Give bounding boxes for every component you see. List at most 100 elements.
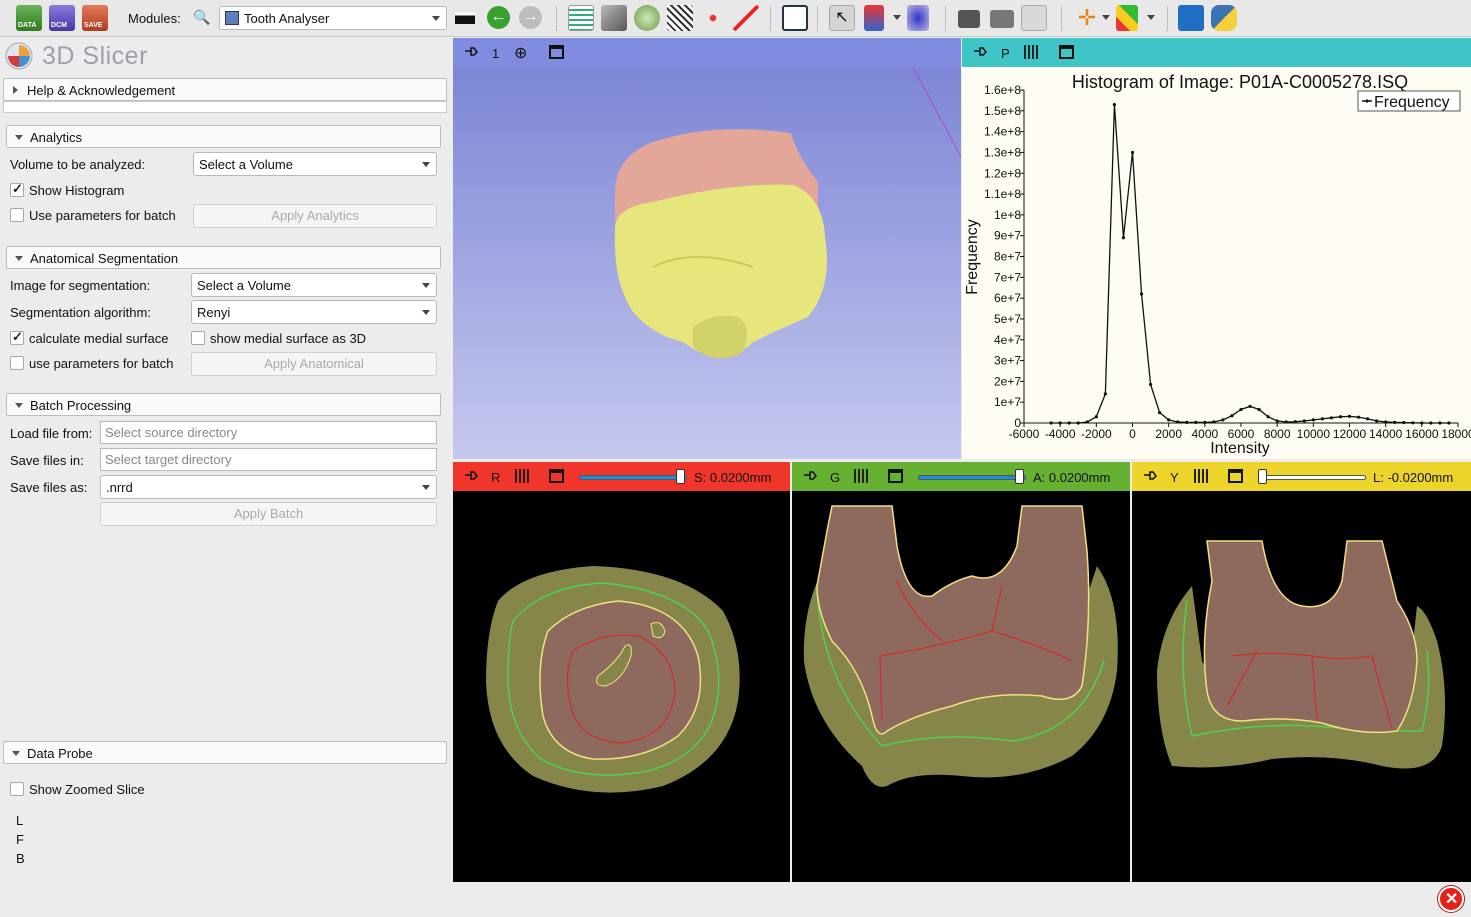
- pin-icon[interactable]: [465, 471, 479, 480]
- pointer-icon[interactable]: ↖: [829, 5, 855, 31]
- pin-icon[interactable]: [804, 471, 818, 480]
- red-offset-slider[interactable]: [579, 475, 687, 480]
- slice-intersection-icon[interactable]: [1116, 5, 1138, 31]
- link-view-icon[interactable]: [1024, 45, 1038, 59]
- analytics-batch-checkbox[interactable]: [10, 208, 24, 222]
- module-selector[interactable]: Tooth Analyser: [219, 6, 447, 30]
- segmentation-algorithm-select[interactable]: Renyi: [191, 300, 437, 324]
- models-module-icon[interactable]: [634, 5, 660, 31]
- extensions-manager-icon[interactable]: [1178, 5, 1204, 31]
- medial-3d-checkbox[interactable]: [191, 331, 205, 345]
- maximize-view-icon[interactable]: [888, 469, 903, 483]
- screenshot-icon[interactable]: [958, 10, 980, 28]
- x-axis-label: Intensity: [1210, 440, 1270, 457]
- close-icon[interactable]: [1438, 886, 1464, 912]
- x-tick-label: 12000: [1333, 427, 1367, 441]
- y-tick-label: 4e+7: [994, 333, 1021, 347]
- threed-view-bar: 1 ⊕: [453, 38, 961, 67]
- back-arrow-icon[interactable]: ←: [487, 6, 510, 29]
- volumes-module-icon[interactable]: [601, 5, 627, 31]
- load-data-button[interactable]: DATA: [16, 5, 42, 31]
- pin-icon[interactable]: [974, 47, 988, 56]
- green-offset-slider-handle[interactable]: [1015, 469, 1025, 484]
- y-axis-label: Frequency: [964, 219, 981, 295]
- green-slice-image[interactable]: [792, 491, 1130, 882]
- yellow-slice-image[interactable]: [1132, 491, 1471, 882]
- yellow-offset-value: L: -0.0200mm: [1373, 470, 1454, 485]
- apply-analytics-button[interactable]: Apply Analytics: [193, 204, 437, 228]
- help-section-header[interactable]: Help & Acknowledgement: [3, 78, 447, 101]
- segment-editor-icon[interactable]: [733, 5, 759, 31]
- module-history-button[interactable]: [455, 12, 475, 24]
- slicer-logo-icon: [5, 42, 33, 70]
- red-slice-image[interactable]: [453, 491, 790, 882]
- target-directory-input[interactable]: [101, 449, 436, 470]
- plot-view[interactable]: P Histogram of Image: P01A-C0005278.ISQ …: [962, 38, 1471, 459]
- view-zoom-icon[interactable]: [1021, 5, 1047, 31]
- target-directory-field[interactable]: [100, 448, 437, 471]
- yellow-offset-slider[interactable]: [1258, 475, 1366, 480]
- maximize-view-icon[interactable]: [549, 469, 564, 483]
- link-view-icon[interactable]: [515, 469, 529, 483]
- save-button[interactable]: SAVE: [82, 5, 108, 31]
- show-histogram-checkbox[interactable]: [10, 181, 24, 197]
- y-tick-label: 1.5e+8: [984, 104, 1021, 118]
- anatomical-section-header[interactable]: Anatomical Segmentation: [6, 246, 441, 269]
- threed-view[interactable]: 1 ⊕: [453, 38, 961, 459]
- y-tick-label: 1.2e+8: [984, 166, 1021, 180]
- green-slice-view[interactable]: G A: 0.0200mm: [792, 462, 1130, 882]
- link-view-icon[interactable]: [1194, 469, 1208, 483]
- frequency-point: [1203, 420, 1207, 424]
- link-view-icon[interactable]: [854, 469, 868, 483]
- data-module-icon[interactable]: [568, 5, 594, 31]
- volume-analyze-select[interactable]: Select a Volume: [193, 152, 437, 176]
- place-fiducial-icon[interactable]: [864, 5, 884, 31]
- python-console-icon[interactable]: [1211, 5, 1237, 31]
- transforms-module-icon[interactable]: [667, 5, 693, 31]
- data-probe-header[interactable]: Data Probe: [3, 741, 447, 764]
- pin-icon[interactable]: [1144, 471, 1158, 480]
- chart-series: [1049, 102, 1451, 425]
- frequency-point: [1420, 421, 1424, 425]
- chevron-down-icon[interactable]: [893, 15, 901, 20]
- batch-section-header[interactable]: Batch Processing: [6, 393, 441, 416]
- maximize-view-icon[interactable]: [1228, 469, 1243, 483]
- maximize-view-icon[interactable]: [549, 45, 564, 59]
- tooth-3d-model: [614, 67, 961, 359]
- forward-arrow-icon[interactable]: →: [519, 6, 542, 29]
- chevron-down-icon[interactable]: [1147, 15, 1155, 20]
- yellow-offset-slider-handle[interactable]: [1258, 469, 1267, 484]
- center-view-icon[interactable]: ⊕: [514, 45, 528, 62]
- module-search-icon[interactable]: 🔍: [193, 9, 211, 25]
- green-offset-slider[interactable]: [918, 475, 1026, 480]
- maximize-view-icon[interactable]: [1059, 45, 1074, 59]
- chevron-down-icon[interactable]: [1102, 15, 1110, 20]
- anatomical-batch-checkbox[interactable]: [10, 356, 24, 370]
- frequency-point: [1130, 150, 1135, 155]
- red-offset-slider-handle[interactable]: [676, 469, 686, 484]
- pin-icon[interactable]: [465, 47, 479, 56]
- yellow-slice-view[interactable]: Y L: -0.0200mm: [1132, 462, 1471, 882]
- medial-surface-checkbox[interactable]: [10, 329, 24, 345]
- analytics-section-header[interactable]: Analytics: [6, 125, 441, 148]
- load-dicom-button[interactable]: DCM: [49, 5, 75, 31]
- frequency-point: [1438, 421, 1442, 425]
- layout-button[interactable]: [782, 5, 808, 31]
- apply-batch-button[interactable]: Apply Batch: [100, 502, 437, 526]
- save-format-select[interactable]: .nrrd: [100, 475, 437, 499]
- chevron-down-icon: [422, 485, 430, 490]
- frequency-point: [1230, 414, 1234, 418]
- module-selected: Tooth Analyser: [244, 11, 330, 26]
- crosshair-mode-icon[interactable]: [907, 5, 929, 31]
- apply-anatomical-button[interactable]: Apply Anatomical: [191, 352, 437, 376]
- crosshair-icon[interactable]: ✛: [1077, 5, 1097, 30]
- markups-module-icon[interactable]: [700, 5, 726, 31]
- segmentation-image-select[interactable]: Select a Volume: [191, 273, 437, 297]
- threed-render-area[interactable]: [453, 67, 961, 459]
- y-tick-label: 6e+7: [994, 291, 1021, 305]
- source-directory-input[interactable]: [101, 422, 436, 443]
- source-directory-field[interactable]: [100, 421, 437, 444]
- red-slice-view[interactable]: R S: 0.0200mm: [453, 462, 790, 882]
- scene-view-icon[interactable]: [990, 10, 1014, 28]
- zoomed-slice-checkbox[interactable]: [10, 782, 24, 796]
